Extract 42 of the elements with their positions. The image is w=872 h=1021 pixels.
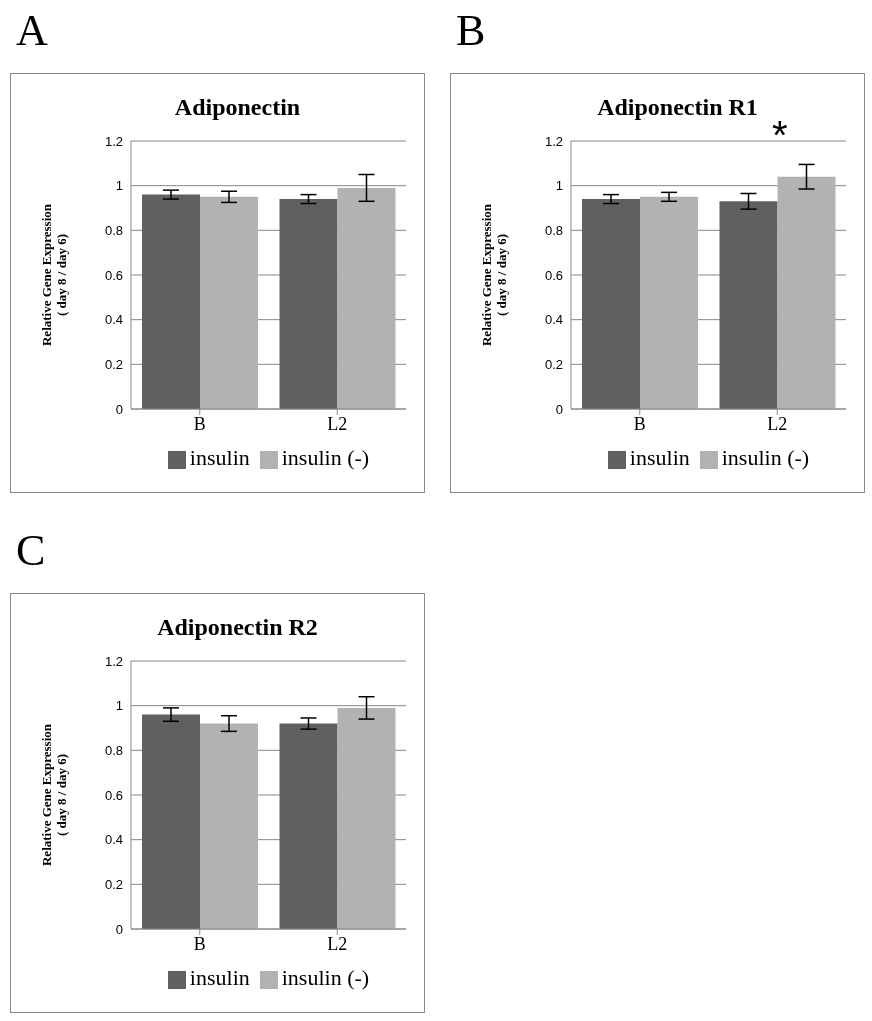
y-tick-label: 0.6 xyxy=(544,267,563,283)
y-axis-title: Relative Gene Expression ( day 8 / day 6) xyxy=(39,203,69,347)
annotation: * xyxy=(772,113,788,157)
y-tick-label: 0 xyxy=(555,401,563,417)
y-tick-label: 0.8 xyxy=(544,222,563,238)
y-tick-label: 1.2 xyxy=(104,653,123,669)
y-tick-label: 0.2 xyxy=(104,356,123,372)
y-tick-label: 0 xyxy=(115,401,123,417)
y-tick-label: 0 xyxy=(115,921,123,937)
legend-label: insulin xyxy=(189,445,250,470)
legend-label: insulin xyxy=(629,445,690,470)
y-tick-label: 1 xyxy=(115,178,123,194)
x-tick-label: L2 xyxy=(327,933,348,954)
y-tick-label: 0.4 xyxy=(544,312,563,328)
chart-title: Adiponectin R2 xyxy=(156,614,319,641)
y-tick-label: 0.4 xyxy=(104,832,123,848)
legend-label: insulin (-) xyxy=(281,965,370,990)
y-tick-label: 0.2 xyxy=(104,876,123,892)
y-tick-label: 1.2 xyxy=(104,133,123,149)
chart-title: Adiponectin xyxy=(173,94,302,121)
x-tick-label: B xyxy=(633,413,646,434)
y-tick-label: 1 xyxy=(555,178,563,194)
chart-title: Adiponectin R1 xyxy=(597,94,758,120)
y-tick-label: 0.4 xyxy=(104,312,123,328)
y-tick-label: 0.6 xyxy=(104,267,123,283)
y-tick-label: 0.6 xyxy=(104,787,123,803)
y-axis-title: Relative Gene Expression ( day 8 / day 6) xyxy=(39,723,69,867)
y-tick-label: 1 xyxy=(115,698,123,714)
text: C xyxy=(16,525,46,576)
text: B xyxy=(456,5,486,56)
text: A xyxy=(16,5,48,56)
x-tick-label: L2 xyxy=(767,413,788,434)
x-tick-label: B xyxy=(193,413,206,434)
y-tick-label: 1.2 xyxy=(544,133,563,149)
x-tick-label: L2 xyxy=(327,413,348,434)
y-axis-title: Relative Gene Expression ( day 8 / day 6) xyxy=(479,203,509,347)
legend-label: insulin xyxy=(189,965,250,990)
y-tick-label: 0.8 xyxy=(104,742,123,758)
y-tick-label: 0.8 xyxy=(104,222,123,238)
legend-label: insulin (-) xyxy=(721,445,810,470)
legend-label: insulin (-) xyxy=(281,445,370,470)
y-tick-label: 0.2 xyxy=(544,356,563,372)
